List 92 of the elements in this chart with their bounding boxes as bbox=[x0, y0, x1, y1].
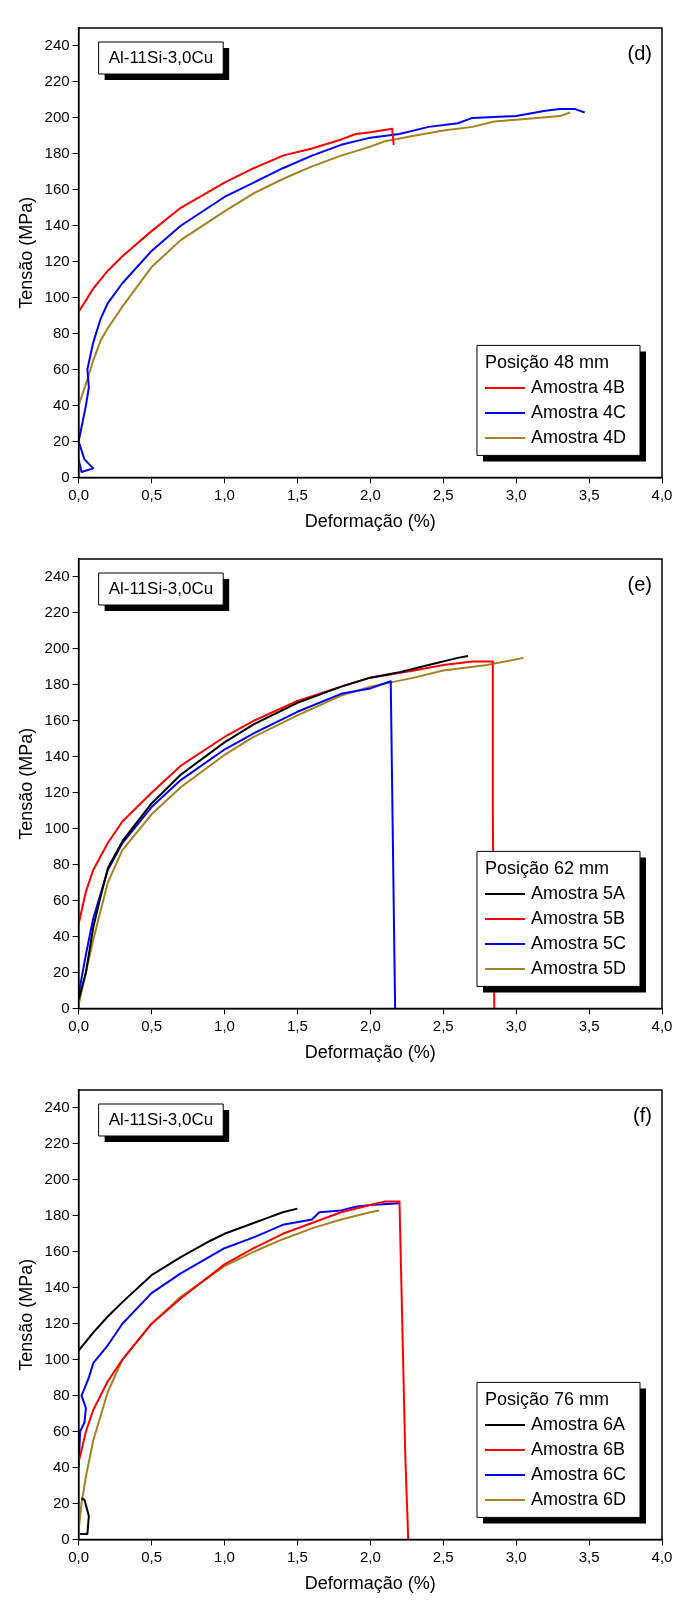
legend-label: Amostra 5C bbox=[530, 932, 626, 953]
x-tick-label: 3,5 bbox=[578, 1016, 600, 1034]
x-axis-title: Deformação (%) bbox=[304, 1042, 436, 1063]
legend-title: Posição 76 mm bbox=[484, 1388, 610, 1409]
legend-label: Amostra 5B bbox=[530, 907, 626, 928]
x-tick-label: 3,0 bbox=[505, 1016, 527, 1034]
x-tick-label: 0,0 bbox=[68, 485, 90, 503]
x-tick-label: 3,0 bbox=[505, 485, 527, 503]
x-tick-label: 1,0 bbox=[214, 485, 235, 503]
y-tick-label: 160 bbox=[44, 710, 70, 728]
x-axis-title: Deformação (%) bbox=[304, 1573, 436, 1594]
y-tick-label: 100 bbox=[44, 1349, 70, 1367]
x-tick-label: 3,5 bbox=[578, 1547, 600, 1565]
y-tick-label: 0 bbox=[61, 1529, 70, 1547]
y-tick-label: 0 bbox=[61, 467, 70, 485]
y-tick-label: 40 bbox=[52, 1457, 70, 1475]
annotation: (e) bbox=[627, 572, 652, 595]
legend-title: Posição 62 mm bbox=[484, 857, 610, 878]
y-tick-label: 20 bbox=[52, 962, 70, 980]
x-tick-label: 1,5 bbox=[286, 485, 308, 503]
y-tick-label: 180 bbox=[44, 674, 70, 692]
annotation: (f) bbox=[633, 1103, 652, 1126]
x-tick-label: 1,5 bbox=[286, 1016, 308, 1034]
x-tick-label: 0,0 bbox=[68, 1016, 90, 1034]
legend-title: Posição 48 mm bbox=[484, 351, 610, 372]
y-tick-label: 240 bbox=[44, 567, 70, 585]
x-tick-label: 1,0 bbox=[214, 1016, 235, 1034]
legend-label: Amostra 4B bbox=[530, 376, 626, 397]
legend-label: Amostra 6B bbox=[530, 1438, 626, 1459]
y-tick-label: 240 bbox=[44, 36, 70, 54]
y-tick-label: 160 bbox=[44, 179, 70, 197]
legend-label: Amostra 5D bbox=[530, 957, 626, 978]
x-tick-label: 4,0 bbox=[651, 485, 673, 503]
x-tick-label: 0,5 bbox=[141, 1547, 162, 1565]
legend-label: Amostra 4C bbox=[530, 401, 626, 422]
x-tick-label: 0,0 bbox=[68, 1547, 90, 1565]
y-tick-label: 60 bbox=[52, 1421, 70, 1439]
y-tick-label: 220 bbox=[44, 1134, 70, 1152]
y-tick-label: 0 bbox=[61, 998, 70, 1016]
x-tick-label: 1,5 bbox=[286, 1547, 308, 1565]
y-tick-label: 120 bbox=[44, 1313, 70, 1331]
x-tick-label: 2,5 bbox=[432, 485, 454, 503]
x-tick-label: 2,5 bbox=[432, 1016, 454, 1034]
y-axis-title: Tensão (MPa) bbox=[15, 1258, 36, 1371]
y-tick-label: 200 bbox=[44, 639, 70, 657]
y-tick-label: 120 bbox=[44, 251, 70, 269]
y-tick-label: 160 bbox=[44, 1241, 70, 1259]
x-tick-label: 4,0 bbox=[651, 1547, 673, 1565]
legend-label: Amostra 6C bbox=[530, 1463, 626, 1484]
y-tick-label: 200 bbox=[44, 108, 70, 126]
y-tick-label: 200 bbox=[44, 1170, 70, 1188]
legend-label: Amostra 6D bbox=[530, 1488, 626, 1509]
x-tick-label: 2,0 bbox=[359, 1547, 381, 1565]
y-axis-title: Tensão (MPa) bbox=[15, 727, 36, 840]
legend-label: Amostra 4D bbox=[530, 426, 626, 447]
y-tick-label: 40 bbox=[52, 395, 70, 413]
y-tick-label: 60 bbox=[52, 359, 70, 377]
annotation: Al-11Si-3,0Cu bbox=[108, 47, 214, 67]
annotation: Al-11Si-3,0Cu bbox=[108, 578, 214, 598]
legend-label: Amostra 6A bbox=[530, 1413, 626, 1434]
y-tick-label: 220 bbox=[44, 72, 70, 90]
y-tick-label: 180 bbox=[44, 1205, 70, 1223]
x-tick-label: 1,0 bbox=[214, 1547, 235, 1565]
y-tick-label: 80 bbox=[52, 323, 70, 341]
x-tick-label: 0,5 bbox=[141, 485, 162, 503]
x-tick-label: 3,5 bbox=[578, 485, 600, 503]
y-tick-label: 80 bbox=[52, 854, 70, 872]
y-axis-title: Tensão (MPa) bbox=[15, 196, 36, 309]
x-tick-label: 0,5 bbox=[141, 1016, 162, 1034]
x-tick-label: 3,0 bbox=[505, 1547, 527, 1565]
y-tick-label: 20 bbox=[52, 1493, 70, 1511]
y-tick-label: 180 bbox=[44, 143, 70, 161]
annotation: (d) bbox=[627, 41, 652, 64]
y-tick-label: 140 bbox=[44, 746, 70, 764]
x-tick-label: 2,0 bbox=[359, 485, 381, 503]
y-tick-label: 40 bbox=[52, 926, 70, 944]
y-tick-label: 80 bbox=[52, 1385, 70, 1403]
x-tick-label: 2,5 bbox=[432, 1547, 454, 1565]
x-tick-label: 2,0 bbox=[359, 1016, 381, 1034]
legend-label: Amostra 5A bbox=[530, 882, 626, 903]
y-tick-label: 140 bbox=[44, 215, 70, 233]
y-tick-label: 100 bbox=[44, 818, 70, 836]
y-tick-label: 140 bbox=[44, 1277, 70, 1295]
y-tick-label: 220 bbox=[44, 603, 70, 621]
y-tick-label: 120 bbox=[44, 782, 70, 800]
y-tick-label: 100 bbox=[44, 287, 70, 305]
y-tick-label: 60 bbox=[52, 890, 70, 908]
annotation: Al-11Si-3,0Cu bbox=[108, 1109, 214, 1129]
y-tick-label: 240 bbox=[44, 1098, 70, 1116]
x-tick-label: 4,0 bbox=[651, 1016, 673, 1034]
y-tick-label: 20 bbox=[52, 431, 70, 449]
x-axis-title: Deformação (%) bbox=[304, 511, 436, 532]
